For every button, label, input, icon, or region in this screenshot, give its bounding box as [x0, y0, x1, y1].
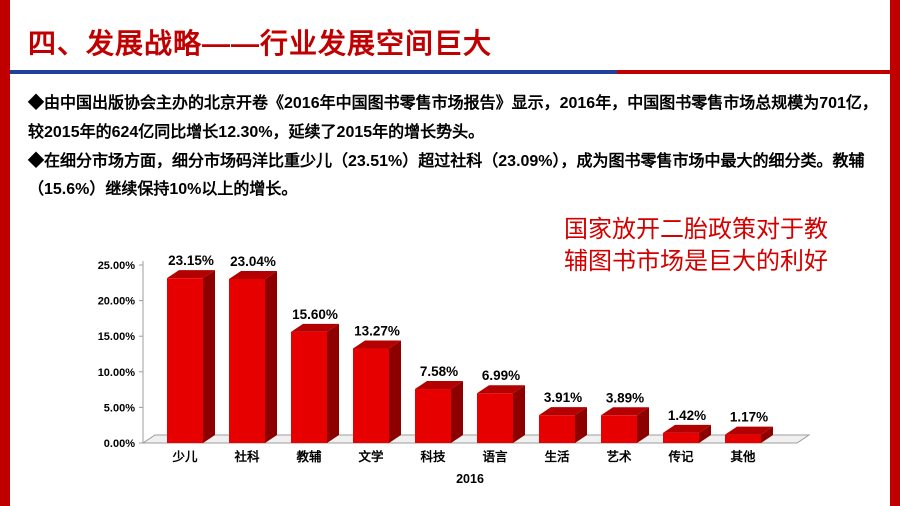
y-tick-label: 15.00% — [98, 331, 136, 343]
slide-title: 四、发展战略——行业发展空间巨大 — [28, 28, 493, 59]
body-text-block: ◆由中国出版协会主办的北京开卷《2016年中国图书零售市场报告》显示，2016年… — [28, 90, 880, 205]
chart-bar-社科 — [229, 270, 277, 443]
bar-category-label: 教辅 — [295, 449, 322, 464]
bar-value-label: 6.99% — [482, 368, 520, 383]
bar-category-label: 少儿 — [171, 449, 198, 464]
chart-bar-语言 — [477, 385, 525, 443]
bar-value-label: 23.04% — [230, 254, 276, 269]
divider-blue-segment — [10, 70, 618, 74]
bar-chart: 0.00% 5.00% 10.00% 15.00% 20.00% 25.00% 23.15%… — [55, 225, 875, 503]
bar-category-label: 社科 — [233, 449, 260, 464]
bar-category-label: 传记 — [667, 449, 694, 464]
bar-category-label: 艺术 — [606, 449, 632, 464]
annotation-line-2: 辅图书市场是巨大的利好 — [564, 248, 828, 276]
paragraph-market-size: ◆由中国出版协会主办的北京开卷《2016年中国图书零售市场报告》显示，2016年… — [28, 95, 878, 141]
paragraph-segment-share: ◆在细分市场方面，细分市场码洋比重少儿（23.51%）超过社科（23.09%），… — [28, 152, 865, 199]
bar-value-label: 1.17% — [730, 410, 768, 425]
y-tick-label: 10.00% — [98, 367, 136, 379]
bar-category-label: 生活 — [544, 449, 570, 464]
bar-value-label: 3.91% — [544, 390, 582, 405]
chart-bar-艺术 — [601, 407, 649, 443]
y-tick-label: 5.00% — [104, 402, 135, 414]
bar-value-label: 13.27% — [354, 324, 400, 339]
bar-category-label: 文学 — [358, 449, 384, 464]
chart-bar-科技 — [415, 381, 463, 443]
bar-value-label: 23.15% — [168, 253, 214, 268]
left-edge-bar — [0, 0, 10, 506]
chart-bar-其他 — [725, 426, 773, 443]
chart-bar-教辅 — [291, 323, 339, 443]
title-divider — [10, 70, 890, 74]
bar-category-label: 科技 — [420, 449, 446, 464]
bar-value-label: 3.89% — [606, 390, 644, 405]
annotation-line-1: 国家放开二胎政策对于教 — [564, 216, 828, 243]
chart-bar-文学 — [353, 340, 401, 443]
bar-value-label: 1.42% — [668, 408, 706, 423]
x-axis-title: 2016 — [456, 472, 484, 486]
y-tick-label: 20.00% — [98, 296, 136, 308]
chart-bar-生活 — [539, 407, 587, 443]
bar-chart-canvas: 0.00% 5.00% 10.00% 15.00% 20.00% 25.00% 23.15%… — [98, 253, 811, 486]
divider-red-segment — [617, 70, 890, 74]
bar-value-label: 15.60% — [292, 307, 338, 322]
chart-bar-少儿 — [167, 270, 215, 443]
annotation-callout: 国家放开二胎政策对于教 辅图书市场是巨大的利好 — [545, 214, 847, 279]
bar-category-label: 语言 — [482, 449, 508, 464]
chart-bar-传记 — [663, 424, 711, 443]
right-edge-bar — [890, 0, 900, 506]
bar-category-label: 其他 — [730, 449, 756, 464]
y-tick-label: 0.00% — [104, 438, 135, 450]
y-tick-label: 25.00% — [98, 260, 136, 272]
bar-value-label: 7.58% — [420, 364, 458, 379]
